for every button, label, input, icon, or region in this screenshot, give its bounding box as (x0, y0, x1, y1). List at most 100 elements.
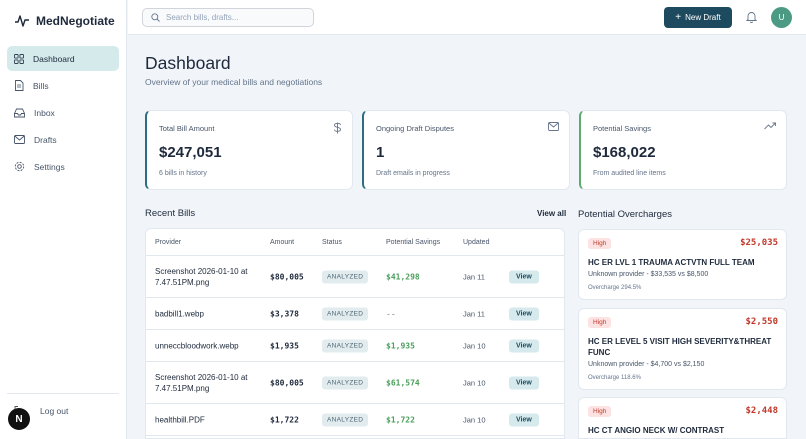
search-input[interactable] (166, 13, 306, 22)
grid-icon (14, 53, 24, 64)
stat-value: $168,022 (593, 144, 656, 161)
view-button[interactable]: View (509, 413, 539, 426)
provider-cell: Screenshot 2026-01-10 at 7.47.51PM.png (155, 266, 248, 287)
bell-icon[interactable] (746, 11, 757, 23)
sidebar-item-label: Drafts (34, 134, 57, 145)
col-savings[interactable]: Potential Savings (386, 239, 441, 246)
trending-up-icon (764, 122, 776, 130)
updated-cell: Jan 10 (463, 378, 486, 387)
stat-value: 1 (376, 144, 385, 161)
updated-cell: Jan 10 (463, 415, 486, 424)
stat-label: Total Bill Amount (159, 124, 215, 133)
col-amount[interactable]: Amount (270, 239, 295, 246)
page-title: Dashboard (145, 53, 231, 73)
stat-card-savings: Potential Savings $168,022 From audited … (579, 110, 787, 190)
stat-foot: Draft emails in progress (376, 170, 450, 177)
col-provider[interactable]: Provider (155, 239, 182, 246)
overcharge-detail: Unknown provider - $33,535 vs $8,500 (588, 271, 709, 278)
stat-value: $247,051 (159, 144, 222, 161)
sidebar-nav: Dashboard Bills Inbox Drafts Settings (7, 46, 119, 181)
view-button[interactable]: View (509, 376, 539, 389)
mail-icon (548, 122, 559, 131)
sidebar-item-settings[interactable]: Settings (7, 154, 119, 179)
updated-cell: Jan 10 (463, 341, 486, 350)
new-draft-label: New Draft (685, 13, 721, 22)
amount-cell: $3,378 (270, 309, 299, 318)
savings-cell: $41,298 (386, 272, 420, 281)
table-row[interactable]: badbill1.webp $3,378 ANALYZED -- Jan 11 … (146, 298, 564, 330)
table-row[interactable]: unneccbloodwork.webp $1,935 ANALYZED $1,… (146, 330, 564, 362)
mail-icon (14, 135, 25, 144)
table-header: Provider Amount Status Potential Savings… (146, 229, 564, 256)
overcharge-card[interactable]: High $25,035 HC ER LVL 1 TRAUMA ACTVTN F… (578, 229, 787, 300)
table-row[interactable]: Screenshot 2026-01-10 at 7.47.51PM.png $… (146, 362, 564, 404)
col-status[interactable]: Status (322, 239, 342, 246)
savings-cell: -- (386, 309, 396, 318)
overcharge-card[interactable]: High $2,448 HC CT ANGIO NECK W/ CONTRAST (578, 397, 787, 439)
recent-bills-title: Recent Bills (145, 208, 196, 219)
dev-badge[interactable]: N (8, 408, 30, 430)
view-button[interactable]: View (509, 270, 539, 283)
overcharge-amount: $2,448 (745, 406, 778, 416)
overcharge-title: HC CT ANGIO NECK W/ CONTRAST (588, 426, 725, 435)
table-row[interactable]: healthbill.PDF $1,722 ANALYZED $1,722 Ja… (146, 404, 564, 436)
sidebar-item-inbox[interactable]: Inbox (7, 100, 119, 125)
updated-cell: Jan 11 (463, 272, 485, 281)
logout-label: Log out (40, 406, 69, 416)
stat-card-total: Total Bill Amount $247,051 6 bills in hi… (145, 110, 353, 190)
severity-badge: High (588, 317, 612, 328)
amount-cell: $80,005 (270, 378, 304, 387)
stat-card-disputes: Ongoing Draft Disputes 1 Draft emails in… (362, 110, 570, 190)
sidebar: MedNegotiate Dashboard Bills Inbox Draft… (0, 0, 127, 439)
status-badge: ANALYZED (322, 270, 369, 283)
stat-label: Potential Savings (593, 124, 651, 133)
pulse-icon (15, 15, 29, 27)
dollar-icon (334, 122, 341, 134)
overcharge-amount: $2,550 (745, 317, 778, 327)
savings-cell: $1,722 (386, 415, 415, 424)
search-icon (151, 13, 160, 22)
sidebar-item-bills[interactable]: Bills (7, 73, 119, 98)
table-row[interactable]: Screenshot 2026-01-10 at 7.47.51PM.png $… (146, 256, 564, 298)
plus-icon: + (675, 11, 682, 23)
brand[interactable]: MedNegotiate (14, 12, 115, 30)
sidebar-item-drafts[interactable]: Drafts (7, 127, 119, 152)
savings-cell: $61,574 (386, 378, 420, 387)
inbox-icon (14, 108, 25, 117)
severity-badge: High (588, 406, 612, 417)
topbar: + New Draft U (128, 0, 806, 35)
sidebar-item-label: Bills (33, 80, 49, 91)
view-all-link[interactable]: View all (537, 209, 567, 218)
provider-cell: Screenshot 2026-01-10 at 7.47.51PM.png (155, 372, 248, 393)
overcharge-card[interactable]: High $2,550 HC ER LEVEL 5 VISIT HIGH SEV… (578, 308, 787, 390)
amount-cell: $1,935 (270, 341, 299, 350)
page-subtitle: Overview of your medical bills and negot… (145, 77, 323, 87)
new-draft-button[interactable]: + New Draft (664, 7, 732, 28)
savings-cell: $1,935 (386, 341, 415, 350)
file-icon (15, 80, 24, 91)
severity-badge: High (588, 238, 612, 249)
view-button[interactable]: View (509, 339, 539, 352)
stat-foot: 6 bills in history (159, 170, 207, 177)
recent-bills-table: Provider Amount Status Potential Savings… (145, 228, 565, 439)
overcharges-title: Potential Overcharges (578, 209, 672, 220)
overcharge-percent: Overcharge 118.6% (588, 375, 641, 381)
avatar[interactable]: U (771, 7, 792, 28)
status-badge: ANALYZED (322, 339, 369, 352)
status-badge: ANALYZED (322, 376, 369, 389)
provider-cell: unneccbloodwork.webp (155, 341, 239, 350)
view-button[interactable]: View (509, 307, 539, 320)
overcharge-amount: $25,035 (740, 238, 778, 248)
col-updated[interactable]: Updated (463, 239, 490, 246)
overcharge-title: HC ER LVL 1 TRAUMA ACTVTN FULL TEAM (588, 258, 755, 267)
sidebar-item-dashboard[interactable]: Dashboard (7, 46, 119, 71)
provider-cell: healthbill.PDF (155, 415, 205, 424)
overcharge-percent: Overcharge 294.5% (588, 285, 642, 291)
brand-name: MedNegotiate (36, 14, 115, 28)
stat-label: Ongoing Draft Disputes (376, 124, 454, 133)
search-box[interactable] (142, 8, 314, 27)
sidebar-divider (7, 393, 119, 394)
amount-cell: $80,005 (270, 272, 304, 281)
provider-cell: badbill1.webp (155, 309, 204, 318)
status-badge: ANALYZED (322, 413, 369, 426)
